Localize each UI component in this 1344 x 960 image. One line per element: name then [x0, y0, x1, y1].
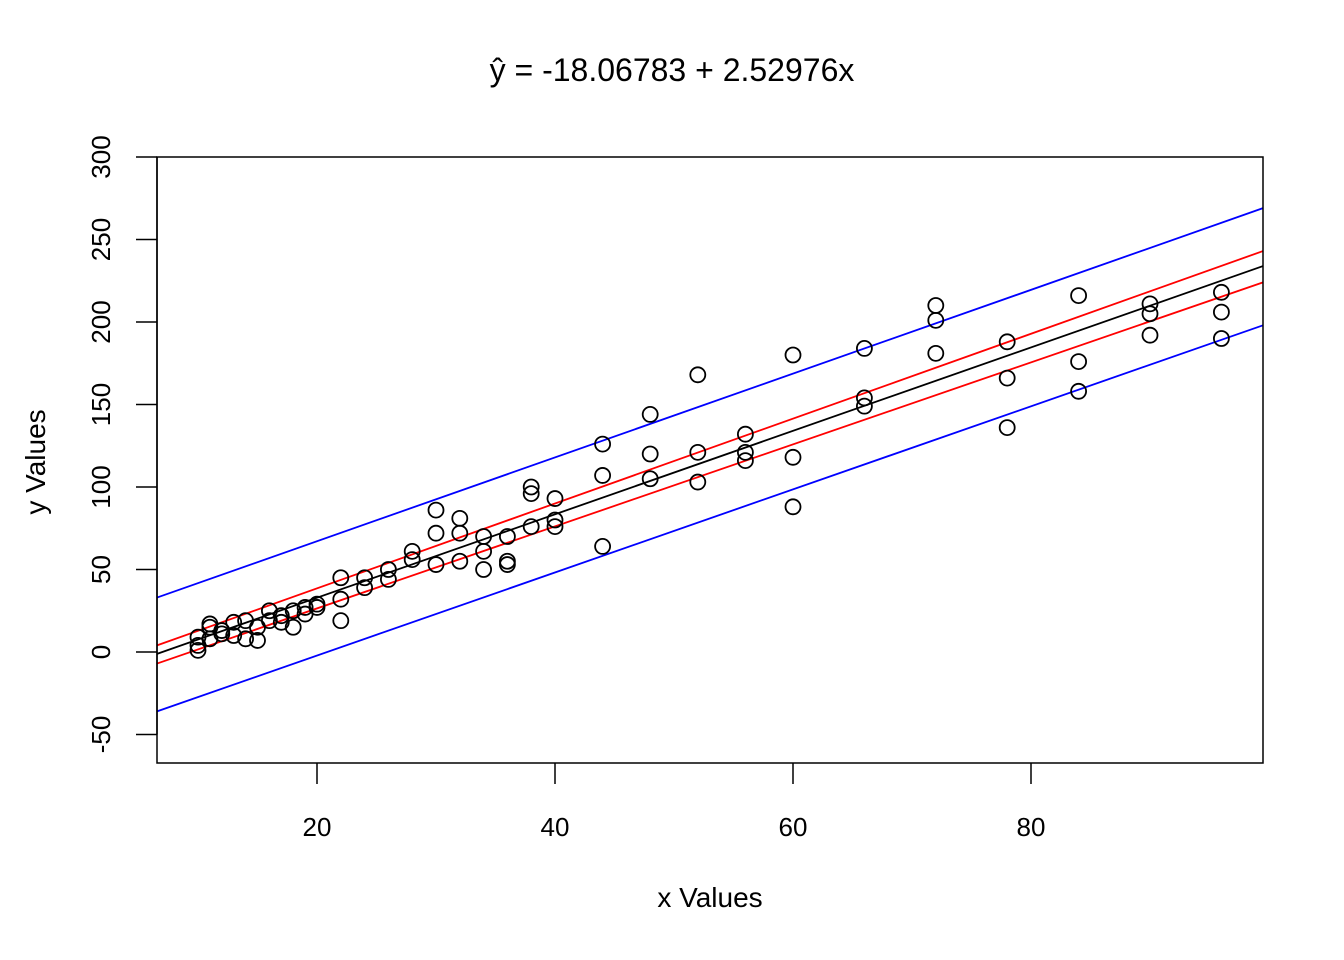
data-point — [594, 435, 611, 453]
data-point — [927, 344, 945, 362]
prediction-band-lower — [156, 324, 1264, 713]
data-point — [1070, 382, 1087, 400]
chart-title: ŷ = -18.06783 + 2.52976x — [489, 52, 855, 88]
y-tick-label: 150 — [86, 383, 116, 426]
data-point — [641, 445, 659, 463]
data-point — [546, 511, 564, 529]
regression-lines — [156, 207, 1264, 713]
data-point — [522, 518, 540, 535]
data-point — [737, 443, 754, 461]
data-point — [475, 528, 493, 545]
x-tick-label: 80 — [1017, 812, 1046, 842]
data-point — [998, 333, 1016, 351]
data-point — [332, 612, 350, 630]
data-point — [1213, 330, 1230, 347]
data-point — [927, 297, 945, 314]
data-point — [427, 501, 445, 519]
y-tick-label: -50 — [86, 716, 116, 754]
data-point — [689, 366, 707, 384]
data-point — [856, 397, 873, 415]
data-point — [1070, 287, 1087, 305]
data-point — [451, 552, 469, 570]
data-point — [403, 551, 421, 568]
data-point — [451, 524, 469, 542]
data-point — [225, 613, 243, 631]
data-point — [1213, 283, 1230, 301]
data-point — [475, 542, 493, 560]
data-point — [1141, 305, 1159, 323]
y-axis: -50 0 50 100 150 200 250 300 — [86, 135, 158, 754]
y-tick-label: 0 — [86, 645, 116, 659]
data-point — [998, 419, 1016, 437]
data-point — [856, 339, 873, 357]
y-tick-label: 50 — [86, 555, 116, 584]
data-point — [475, 561, 493, 578]
data-point — [689, 473, 707, 491]
data-point — [522, 485, 540, 503]
data-point — [737, 452, 754, 470]
data-point — [332, 590, 350, 608]
y-tick-label: 200 — [86, 300, 116, 343]
y-tick-label: 250 — [86, 218, 116, 261]
data-point — [689, 443, 707, 461]
data-point — [546, 518, 564, 535]
confidence-band-lower — [156, 281, 1264, 665]
data-point — [379, 571, 397, 588]
data-point — [594, 467, 611, 484]
data-point — [784, 448, 802, 466]
data-point — [225, 627, 243, 644]
data-point — [213, 625, 231, 643]
data-point — [1141, 326, 1159, 344]
data-point — [546, 490, 564, 507]
data-point — [284, 602, 302, 620]
data-point — [403, 542, 421, 560]
data-point — [237, 630, 255, 648]
data-points — [189, 283, 1230, 659]
data-point — [1141, 295, 1159, 313]
data-point — [249, 632, 266, 649]
data-point — [737, 425, 754, 443]
fit-line — [156, 265, 1264, 655]
prediction-band-upper — [156, 207, 1264, 599]
data-point — [498, 552, 516, 570]
data-point — [296, 599, 314, 616]
x-tick-label: 20 — [303, 812, 332, 842]
x-axis: 20 40 60 80 — [303, 763, 1046, 842]
data-point — [356, 579, 374, 597]
data-point — [784, 346, 802, 364]
data-point — [784, 498, 802, 516]
data-point — [332, 569, 350, 587]
x-tick-label: 60 — [779, 812, 808, 842]
data-point — [522, 478, 540, 496]
data-point — [189, 628, 207, 646]
data-point — [189, 641, 207, 659]
data-point — [498, 528, 516, 545]
y-tick-label: 300 — [86, 135, 116, 178]
data-point — [379, 561, 397, 578]
data-point — [641, 405, 659, 423]
y-tick-label: 100 — [86, 465, 116, 508]
data-point — [594, 538, 611, 555]
x-axis-label: x Values — [657, 882, 763, 913]
data-point — [927, 311, 945, 329]
data-point — [998, 369, 1016, 387]
x-tick-label: 40 — [541, 812, 570, 842]
data-point — [308, 599, 326, 616]
data-point — [284, 618, 302, 636]
confidence-band-upper — [156, 250, 1264, 647]
data-point — [427, 524, 445, 542]
data-point — [1070, 353, 1087, 371]
data-point — [427, 556, 445, 573]
data-point — [498, 556, 516, 573]
data-point — [356, 569, 374, 587]
data-point — [451, 509, 469, 527]
data-point — [641, 470, 659, 488]
data-point — [856, 389, 873, 407]
data-point — [1213, 303, 1230, 321]
